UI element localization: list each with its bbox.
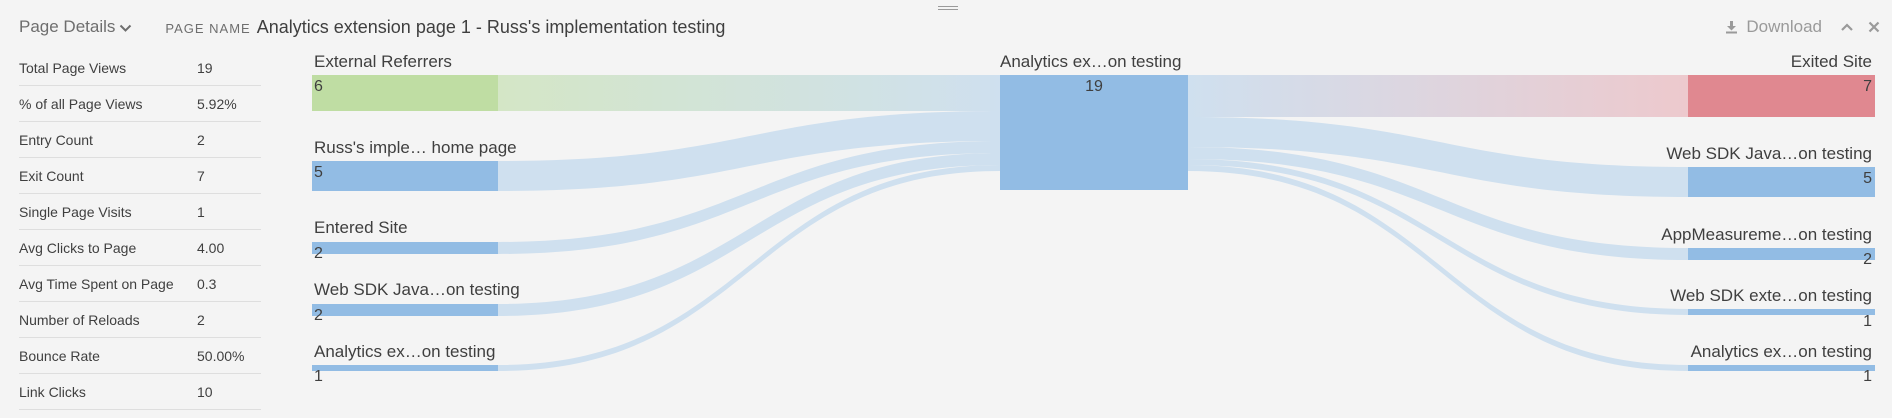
metric-label: Entry Count [19, 131, 93, 148]
metric-label: Number of Reloads [19, 311, 140, 328]
metric-row: Link Clicks 10 [19, 374, 261, 410]
flow-link-out-2[interactable] [1188, 147, 1688, 260]
metric-value: 19 [197, 59, 213, 76]
flow-link-out-3[interactable] [1188, 159, 1688, 315]
metric-label: Avg Time Spent on Page [19, 275, 174, 292]
flow-in-count: 6 [314, 78, 323, 95]
metric-value: 50.00% [197, 347, 245, 364]
flow-out-label: Web SDK Java…on testing [1666, 144, 1872, 163]
flow-out-count: 1 [1863, 368, 1872, 385]
flow-node-in-2[interactable] [312, 242, 498, 254]
flow-in-count: 1 [314, 368, 323, 385]
header-actions: Download [1725, 15, 1880, 39]
metric-label: % of all Page Views [19, 95, 143, 112]
metric-row: Number of Reloads 2 [19, 302, 261, 338]
flow-out-count: 2 [1863, 251, 1872, 268]
metric-row: Bounce Rate 50.00% [19, 338, 261, 374]
chevron-down-icon [120, 24, 132, 32]
flow-link-in-3[interactable] [498, 153, 1000, 316]
flow-link-in-2[interactable] [498, 141, 1000, 254]
page-details-label: Page Details [19, 17, 116, 36]
download-icon [1726, 21, 1738, 34]
flow-out-label: Exited Site [1790, 52, 1872, 71]
flow-out-label: AppMeasureme…on testing [1661, 225, 1872, 244]
download-button[interactable]: Download [1725, 17, 1822, 37]
flow-in-count: 2 [314, 307, 323, 324]
flow-link-out-1[interactable] [1188, 117, 1688, 197]
metric-label: Avg Clicks to Page [19, 239, 137, 256]
flow-center-label: Analytics ex…on testing [1000, 52, 1182, 71]
metric-value: 7 [197, 167, 205, 184]
metric-label: Link Clicks [19, 383, 86, 400]
page-details-dropdown[interactable]: Page Details [19, 17, 132, 37]
metric-label: Bounce Rate [19, 347, 100, 364]
flow-link-in-4[interactable] [498, 165, 1000, 371]
metric-value: 1 [197, 203, 205, 220]
metric-value: 2 [197, 311, 205, 328]
metric-row: Total Page Views 19 [19, 50, 261, 86]
flow-node-out-3[interactable] [1688, 309, 1875, 315]
flow-in-count: 2 [314, 245, 323, 262]
metric-row: Avg Time Spent on Page 0.3 [19, 266, 261, 302]
metric-row: % of all Page Views 5.92% [19, 86, 261, 122]
metric-row: Entry Count 2 [19, 122, 261, 158]
panel-header: Page Details PAGE NAME Analytics extensi… [19, 14, 725, 40]
flow-out-label: Web SDK exte…on testing [1670, 286, 1872, 305]
metric-value: 10 [197, 383, 213, 400]
flow-link-in-0[interactable] [498, 75, 1000, 111]
flow-node-out-1[interactable] [1688, 167, 1875, 197]
flow-link-in-1[interactable] [498, 111, 1000, 191]
flow-out-label: Analytics ex…on testing [1690, 342, 1872, 361]
metric-label: Exit Count [19, 167, 84, 184]
close-button[interactable] [1868, 21, 1880, 33]
resize-handle[interactable] [938, 4, 958, 12]
flow-in-label: External Referrers [314, 52, 452, 71]
flow-node-center[interactable] [1000, 75, 1188, 190]
flow-node-out-0[interactable] [1688, 75, 1875, 117]
flow-node-out-2[interactable] [1688, 248, 1875, 260]
page-name-value: Analytics extension page 1 - Russ's impl… [256, 16, 726, 37]
flow-link-out-4[interactable] [1188, 165, 1688, 371]
flow-in-label: Web SDK Java…on testing [314, 280, 520, 299]
flow-out-count: 5 [1863, 170, 1872, 187]
chevron-up-icon [1841, 23, 1853, 31]
flow-in-count: 5 [314, 164, 323, 181]
metrics-table: Total Page Views 19 % of all Page Views 5.… [19, 50, 261, 410]
flow-node-out-4[interactable] [1688, 365, 1875, 371]
metric-value: 4.00 [197, 239, 225, 256]
download-label: Download [1746, 17, 1822, 36]
collapse-button[interactable] [1840, 22, 1854, 32]
flow-node-in-1[interactable] [312, 161, 498, 191]
metric-row: Exit Count 7 [19, 158, 261, 194]
flow-node-in-4[interactable] [312, 365, 498, 371]
metric-value: 5.92% [197, 95, 237, 112]
flow-in-label: Russ's imple… home page [314, 138, 517, 157]
flow-center-count: 19 [1085, 78, 1103, 95]
metric-label: Total Page Views [19, 59, 127, 76]
metric-value: 2 [197, 131, 205, 148]
metric-row: Avg Clicks to Page 4.00 [19, 230, 261, 266]
flow-out-count: 1 [1863, 313, 1872, 330]
flow-in-label: Analytics ex…on testing [314, 342, 496, 361]
flow-out-count: 7 [1863, 78, 1872, 95]
flow-in-label: Entered Site [314, 218, 408, 237]
close-icon [1868, 21, 1880, 33]
flow-node-in-0[interactable] [312, 75, 498, 111]
metric-value: 0.3 [197, 275, 217, 292]
page-name-label: PAGE NAME [165, 21, 251, 36]
flow-node-in-3[interactable] [312, 304, 498, 316]
metric-row: Single Page Visits 1 [19, 194, 261, 230]
flow-link-out-0[interactable] [1188, 75, 1688, 117]
metric-label: Single Page Visits [19, 203, 132, 220]
